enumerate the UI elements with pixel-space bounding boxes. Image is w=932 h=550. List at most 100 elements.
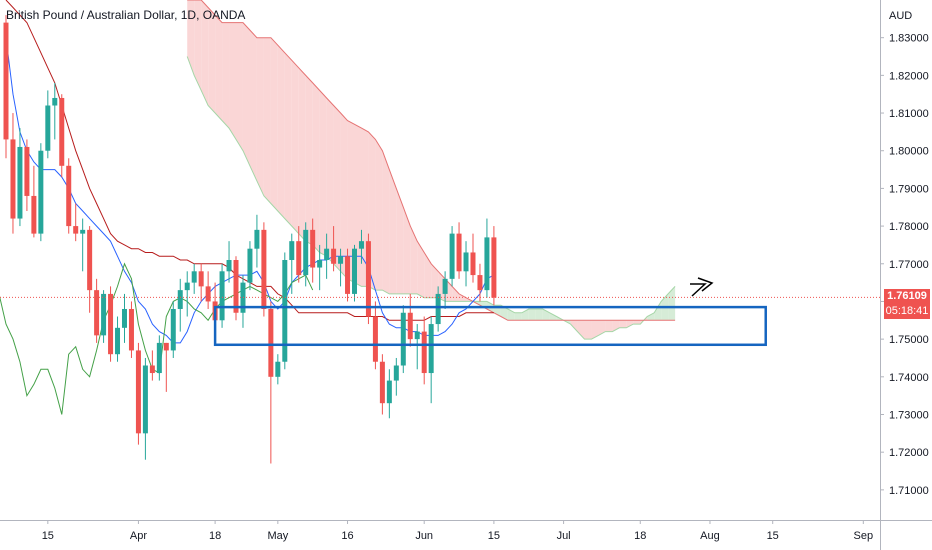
cloud-segment <box>668 286 676 321</box>
candle-body <box>268 308 274 377</box>
chart-title: British Pound / Australian Dollar, 1D, O… <box>6 8 246 22</box>
candle-body <box>226 260 232 272</box>
candle-body <box>177 290 183 309</box>
candle-body <box>128 308 134 351</box>
x-tick-label: 16 <box>341 530 353 542</box>
candle-body <box>191 271 197 283</box>
cloud-segment <box>187 0 195 76</box>
cloud-segment <box>382 150 390 294</box>
candle-body <box>24 146 30 196</box>
cloud-segment <box>452 286 460 302</box>
cloud-segment <box>305 75 313 245</box>
price-axis-currency: AUD <box>889 10 912 22</box>
time-axis-panel <box>0 520 932 550</box>
candle-body <box>275 361 281 377</box>
candle-body <box>87 229 93 291</box>
cloud-segment <box>612 320 620 332</box>
cloud-segment <box>507 308 515 321</box>
cloud-segment <box>542 308 550 321</box>
candle-body <box>407 312 413 340</box>
cloud-segment <box>298 67 306 242</box>
lagging-span <box>0 262 314 415</box>
candle-body <box>345 256 351 294</box>
cloud-segment <box>647 312 655 321</box>
y-tick-label: 1.78000 <box>889 221 929 233</box>
y-tick-label: 1.74000 <box>889 372 929 384</box>
cloud-segment <box>396 188 404 294</box>
candle-body <box>17 146 23 219</box>
candle-body <box>94 290 100 336</box>
candle-body <box>149 365 155 374</box>
candle-body <box>31 195 37 234</box>
cloud-segment <box>633 320 641 325</box>
cloud-segment <box>591 320 599 340</box>
cloud-segment <box>424 252 432 298</box>
candle-body <box>261 229 267 309</box>
cloud-segment <box>431 263 439 298</box>
candle-body <box>108 293 114 355</box>
candle-body <box>233 260 239 313</box>
cloud-segment <box>333 105 341 272</box>
x-tick-label: Sep <box>854 530 874 542</box>
candle-body <box>470 252 476 276</box>
cloud-segment <box>319 90 327 257</box>
candle-body <box>477 275 483 291</box>
candle-body <box>101 293 107 336</box>
cloud-segment <box>208 7 216 114</box>
candle-body <box>163 342 169 351</box>
candle-body <box>121 308 127 328</box>
price-axis-panel <box>880 0 932 550</box>
candle-body <box>317 260 323 268</box>
x-tick-label: Jun <box>415 530 433 542</box>
candle-body <box>254 229 260 249</box>
cloud-segment <box>417 241 425 298</box>
candle-body <box>484 237 490 291</box>
candle-body <box>115 327 121 355</box>
candle-body <box>414 331 420 340</box>
y-tick-label: 1.83000 <box>889 33 929 45</box>
cloud-segment <box>263 37 271 204</box>
x-tick-label: Apr <box>130 530 147 542</box>
cloud-segment <box>236 22 243 151</box>
candle-body <box>73 226 79 234</box>
x-tick-label: 18 <box>634 530 646 542</box>
candle-body <box>135 350 141 434</box>
cloud-segment <box>549 312 557 321</box>
cloud-segment <box>570 320 578 332</box>
candle-body <box>3 22 9 140</box>
candle-body <box>38 150 44 234</box>
y-tick-label: 1.72000 <box>889 447 929 459</box>
leading-span-a <box>186 56 676 340</box>
candle-body <box>442 278 448 294</box>
arrow-head <box>697 277 714 292</box>
cloud-segment <box>326 97 334 264</box>
x-tick-label: May <box>267 530 288 542</box>
candle-body <box>428 324 434 374</box>
candle-body <box>456 233 462 272</box>
x-tick-label: 18 <box>209 530 221 542</box>
candle-body <box>80 229 86 234</box>
cloud-segment <box>500 305 508 321</box>
candle-body <box>372 316 378 362</box>
candle-body <box>358 241 364 249</box>
candle-body <box>379 361 385 404</box>
cloud-segment <box>277 45 285 219</box>
current-price-badge: 1.76109 <box>884 289 930 305</box>
candle-body <box>338 256 344 264</box>
cloud-segment <box>605 320 613 332</box>
y-tick-label: 1.81000 <box>889 108 929 120</box>
cloud-segment <box>242 22 250 166</box>
cloud-segment <box>577 320 585 340</box>
candle-body <box>491 237 497 298</box>
y-tick-label: 1.80000 <box>889 146 929 158</box>
candle-body <box>352 248 357 294</box>
cloud-segment <box>528 308 536 321</box>
candle-body <box>365 241 371 317</box>
x-tick-label: 15 <box>42 530 54 542</box>
countdown-badge: 05:18:41 <box>884 304 930 320</box>
cloud-segment <box>194 0 202 91</box>
leading-span-b <box>187 0 676 321</box>
cloud-segment <box>514 312 522 321</box>
cloud-segment <box>521 308 529 321</box>
